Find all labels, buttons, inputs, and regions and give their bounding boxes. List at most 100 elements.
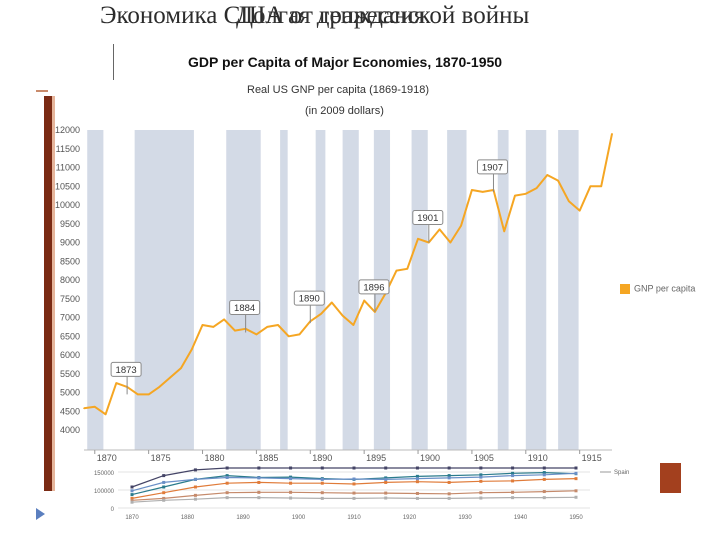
y-tick-label: 9500 xyxy=(60,219,80,229)
x-tick-label: 1890 xyxy=(312,453,332,463)
y-tick-label: 6000 xyxy=(60,350,80,360)
bottom-series-marker xyxy=(384,491,388,495)
y-tick-label: 4000 xyxy=(60,425,80,435)
bottom-series-marker xyxy=(225,491,229,495)
bottom-series-marker xyxy=(162,496,166,500)
data-point xyxy=(147,393,150,396)
data-point xyxy=(115,382,118,384)
x-tick-label: 1910 xyxy=(528,453,548,463)
bottom-series-marker xyxy=(447,466,451,470)
slide-title: Экономика США от гражданской войны Долга… xyxy=(0,0,720,40)
data-point xyxy=(255,333,258,336)
series-line-gnp xyxy=(83,133,613,416)
annotation-label: 1890 xyxy=(299,294,320,305)
recession-band xyxy=(411,130,428,450)
recession-band xyxy=(226,130,261,450)
data-point xyxy=(331,301,333,304)
recession-band xyxy=(342,130,359,450)
bottom-series-marker xyxy=(320,491,324,495)
data-point xyxy=(201,324,204,326)
data-point xyxy=(546,174,549,176)
bottom-series-marker xyxy=(447,476,451,480)
annotation-label: 1884 xyxy=(234,303,255,314)
bottom-series-marker xyxy=(193,493,197,497)
bottom-series-marker xyxy=(384,496,388,500)
y-tick-label: 5000 xyxy=(60,388,80,398)
data-point xyxy=(234,329,236,332)
y-tick-label: 12000 xyxy=(55,125,80,135)
play-icon[interactable] xyxy=(36,508,45,520)
bottom-series-marker xyxy=(511,466,515,470)
bottom-x-tick-label: 1930 xyxy=(458,515,472,521)
recession-band xyxy=(447,130,467,450)
bottom-series-marker xyxy=(542,466,546,470)
annotation-label: 1907 xyxy=(482,162,503,173)
y-tick-label: 7000 xyxy=(60,313,80,323)
recession-band xyxy=(315,130,326,450)
data-point xyxy=(503,230,506,233)
bottom-x-tick-label: 1940 xyxy=(514,515,528,521)
bottom-series-marker xyxy=(162,480,166,484)
bottom-series-marker xyxy=(384,477,388,481)
bottom-x-tick-label: 1900 xyxy=(292,515,306,521)
annotation-label: 1873 xyxy=(116,365,137,376)
bottom-series-marker xyxy=(130,485,134,489)
recession-band xyxy=(497,130,509,450)
data-point xyxy=(589,185,592,188)
data-point xyxy=(169,376,172,379)
bottom-series-marker xyxy=(415,466,419,470)
bottom-series-marker xyxy=(447,474,451,478)
bottom-series-marker xyxy=(257,480,261,484)
bottom-series-marker xyxy=(225,474,229,478)
bottom-series-marker xyxy=(511,496,515,500)
data-point xyxy=(481,191,484,193)
x-tick-label: 1885 xyxy=(258,453,278,463)
bottom-series-marker xyxy=(542,473,546,477)
bottom-series-marker xyxy=(511,479,515,483)
bottom-series-marker xyxy=(542,471,546,475)
bottom-series-marker xyxy=(225,466,229,470)
data-point xyxy=(137,393,139,396)
bottom-series-marker xyxy=(289,475,293,479)
bottom-y-tick-label: 100000 xyxy=(94,489,115,495)
bottom-series-marker xyxy=(415,496,419,500)
bottom-legend-label: Spain xyxy=(614,470,629,476)
bottom-series-marker xyxy=(225,476,229,479)
right-decor-block xyxy=(660,463,681,493)
bottom-series-marker xyxy=(415,491,419,495)
bottom-series-marker xyxy=(289,481,293,485)
data-point xyxy=(395,269,398,272)
bottom-series-marker xyxy=(257,496,261,500)
bottom-y-tick-label: 150000 xyxy=(94,471,115,477)
y-tick-label: 4500 xyxy=(60,406,80,416)
data-point xyxy=(460,224,462,227)
x-tick-label: 1915 xyxy=(582,453,602,463)
bottom-series-marker xyxy=(162,485,166,489)
y-tick-label: 7500 xyxy=(60,294,80,304)
bottom-series-marker xyxy=(574,489,578,493)
bottom-x-tick-label: 1870 xyxy=(125,515,139,521)
divider-line xyxy=(113,44,114,80)
bottom-series-marker xyxy=(193,497,197,501)
y-tick-label: 10500 xyxy=(55,181,80,191)
annotation-box xyxy=(476,159,508,175)
data-point xyxy=(514,194,516,197)
x-tick-label: 1880 xyxy=(205,453,225,463)
annotation-box xyxy=(412,210,444,225)
y-tick-label: 9000 xyxy=(60,238,80,248)
bottom-series-marker xyxy=(289,477,293,481)
bottom-series-marker xyxy=(257,476,261,480)
bottom-series-marker xyxy=(542,490,546,494)
chart-subtitle: Real US GNP per capita (1869-1918) xyxy=(247,84,430,96)
bottom-series-marker xyxy=(384,480,388,484)
recession-band xyxy=(525,130,547,450)
annotation-label: 1901 xyxy=(417,213,438,224)
chart-units: (in 2009 dollars) xyxy=(305,105,384,117)
annotation-box xyxy=(358,279,390,295)
data-point xyxy=(535,187,538,189)
slide-title-front: Долгая депрессия xyxy=(236,2,426,29)
data-point xyxy=(298,333,301,336)
data-point xyxy=(363,299,365,302)
data-point xyxy=(93,405,96,408)
bottom-series-marker xyxy=(574,477,578,481)
